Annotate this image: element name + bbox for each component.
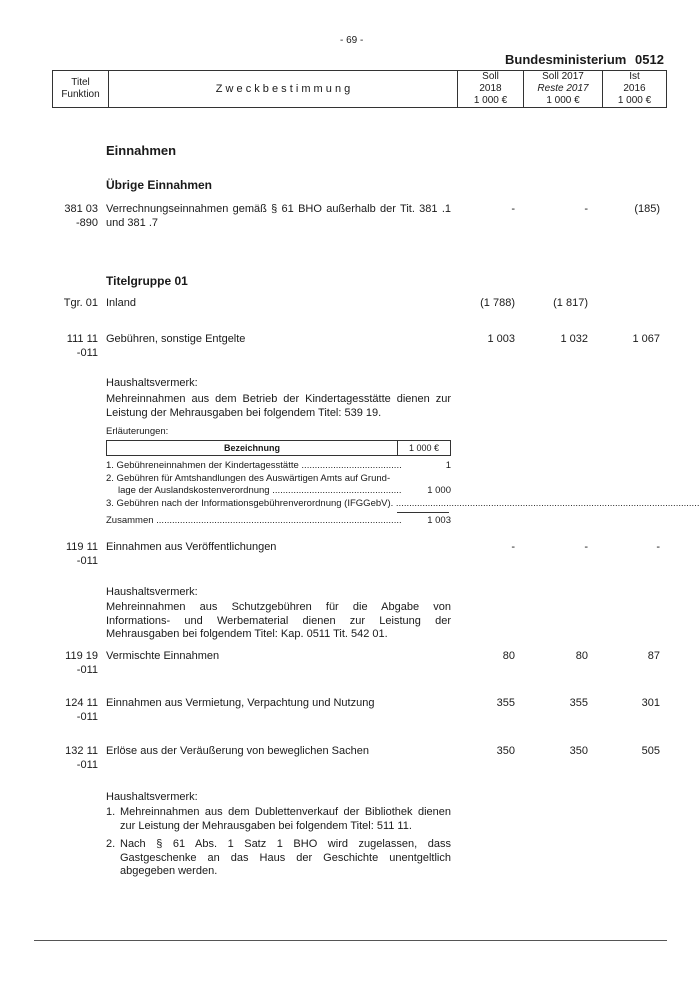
titel-number: Tgr. 01 [63, 297, 98, 309]
value-soll-2018: - [511, 541, 515, 553]
titel-number: 381 03 -890 [64, 203, 98, 229]
footer-rule [34, 940, 667, 941]
value-soll-2017: 80 [575, 650, 588, 662]
col-ist-year: 2016 [623, 83, 646, 94]
col-soll-2018-unit: 1 000 € [473, 95, 508, 106]
vermerk-label: Haushaltsvermerk: [106, 791, 198, 803]
section-uebrige: Übrige Einnahmen [106, 178, 213, 192]
vermerk-item: 2. Nach § 61 Abs. 1 Satz 1 BHO wird zugel… [106, 838, 451, 877]
erl-item: 1. Gebühreneinnahmen der Kindertagesstät… [106, 460, 451, 472]
col-soll-2017-unit: 1 000 € [546, 95, 580, 106]
section-titelgruppe: Titelgruppe 01 [106, 274, 188, 288]
row-text: Gebühren, sonstige Entgelte [106, 333, 246, 345]
vermerk-label: Haushaltsvermerk: [106, 586, 198, 598]
row-text: Verrechnungseinnahmen gemäß § 61 BHO auß… [106, 203, 451, 229]
erlaeuterungen-label: Erläuterungen: [106, 426, 169, 437]
erl-item-line1: 2. Gebühren für Amtshandlungen des Auswä… [106, 473, 391, 484]
col-funktion: Funktion [61, 89, 100, 100]
value-soll-2017: 355 [569, 697, 588, 709]
erlaeuterungen-header: Bezeichnung 1 000 € [106, 440, 451, 456]
value-ist-2016: (185) [634, 203, 660, 215]
value-ist-2016: 1 067 [632, 333, 660, 345]
titel-number: 124 11 -011 [65, 697, 98, 723]
value-ist-2016: 301 [641, 697, 660, 709]
value-soll-2018: 80 [502, 650, 515, 662]
titel-number: 111 11 -011 [66, 333, 98, 359]
chapter-number: 0512 [635, 52, 664, 67]
row-text: Einnahmen aus Veröffentlichungen [106, 541, 277, 553]
titel-number: 119 19 -011 [65, 650, 98, 676]
value-ist-2016: 87 [647, 650, 660, 662]
col-unit: 1 000 € [408, 443, 440, 453]
col-ist: Ist [629, 71, 640, 82]
col-soll-2018-year: 2018 [479, 83, 502, 94]
value-soll-2017: 1 032 [560, 333, 588, 345]
value-soll-2018: 350 [496, 745, 515, 757]
value-ist-2016: - [656, 541, 660, 553]
vermerk-label: Haushaltsvermerk: [106, 377, 198, 389]
row-text: Erlöse aus der Veräußerung von beweglich… [106, 745, 369, 757]
page-number: - 69 - [340, 35, 364, 46]
vermerk-text: Mehreinnahmen aus Schutzgebühren für die… [106, 601, 451, 640]
col-soll-2018: Soll [482, 71, 499, 82]
row-text: Inland [106, 297, 136, 309]
value-soll-2018: 1 003 [487, 333, 515, 345]
table-header: Titel Funktion Z w e c k b e s t i m m u … [52, 70, 667, 108]
titel-number: 119 11 -011 [65, 541, 98, 567]
erl-item: 3. Gebühren nach der Informationsgebühre… [106, 498, 451, 510]
value-soll-2018: (1 788) [480, 297, 515, 309]
col-ist-unit: 1 000 € [617, 95, 652, 106]
value-soll-2017: (1 817) [553, 297, 588, 309]
value-soll-2018: - [511, 203, 515, 215]
col-soll-2017: Soll 2017 [542, 71, 584, 82]
value-soll-2017: 350 [569, 745, 588, 757]
col-bezeichnung: Bezeichnung [107, 441, 398, 455]
erl-item: lage der Auslandskostenverordnung1 000 [106, 485, 451, 497]
value-soll-2017: - [584, 203, 588, 215]
row-text: Einnahmen aus Vermietung, Verpachtung un… [106, 697, 375, 709]
titel-number: 132 11 -011 [65, 745, 98, 771]
vermerk-item: 1. Mehreinnahmen aus dem Dublettenverkauf… [106, 806, 451, 832]
vermerk-text: Mehreinnahmen aus dem Betrieb der Kinder… [106, 393, 451, 419]
section-einnahmen: Einnahmen [106, 143, 177, 158]
erl-total: Zusammen1 003 [106, 515, 451, 527]
value-ist-2016: 505 [641, 745, 660, 757]
value-soll-2018: 355 [496, 697, 515, 709]
value-soll-2017: - [584, 541, 588, 553]
sum-line [397, 512, 449, 513]
col-reste-2017: Reste 2017 [537, 83, 589, 94]
row-text: Vermischte Einnahmen [106, 650, 220, 662]
ministry-title: Bundesministerium [505, 52, 627, 67]
col-zweck: Z w e c k b e s t i m m u n g [215, 83, 351, 95]
col-titel: Titel [71, 77, 90, 88]
